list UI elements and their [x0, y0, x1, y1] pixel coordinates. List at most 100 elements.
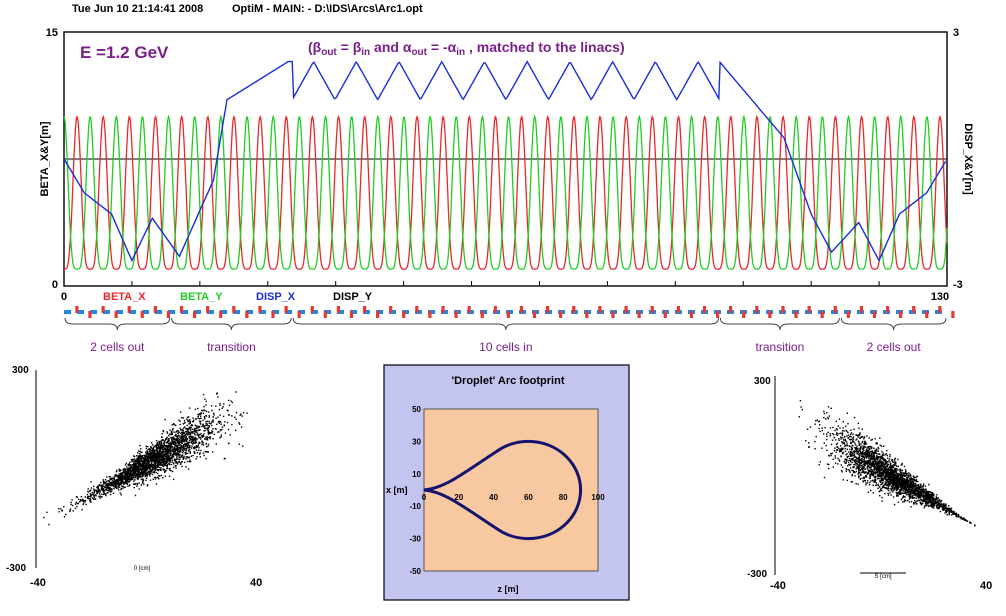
right-particle: [916, 485, 917, 486]
left-particle: [162, 477, 163, 478]
left-particle: [171, 457, 172, 458]
lattice-quad: [585, 311, 588, 318]
left-particle: [178, 455, 179, 456]
left-particle: [185, 458, 186, 459]
left-particle: [189, 428, 190, 429]
right-particle: [878, 488, 879, 489]
left-particle: [190, 432, 191, 433]
left-particle: [186, 445, 187, 446]
left-particle: [155, 464, 156, 465]
left-particle: [159, 451, 160, 452]
right-particle: [819, 431, 820, 432]
left-particle: [224, 421, 225, 422]
left-particle: [160, 470, 161, 471]
left-particle: [157, 466, 158, 467]
right-particle: [891, 477, 892, 478]
lattice-quad: [781, 306, 784, 313]
left-particle: [155, 456, 156, 457]
left-particle: [149, 454, 150, 455]
left-particle: [124, 486, 125, 487]
left-particle: [94, 497, 95, 498]
left-particle: [200, 438, 201, 439]
left-particle: [108, 490, 109, 491]
left-particle: [154, 452, 155, 453]
left-particle: [149, 458, 150, 459]
right-particle: [854, 452, 855, 453]
right-particle: [862, 466, 863, 467]
left-particle: [176, 456, 177, 457]
right-particle: [862, 429, 863, 430]
left-particle: [141, 484, 142, 485]
left-particle: [199, 452, 200, 453]
right-particle: [861, 436, 862, 437]
left-particle: [99, 498, 100, 499]
right-particle: [847, 413, 848, 414]
left-particle: [130, 466, 131, 467]
left-particle: [195, 429, 196, 430]
right-particle: [893, 466, 894, 467]
left-particle: [203, 433, 204, 434]
lattice-quad: [88, 311, 91, 318]
right-particle: [858, 442, 859, 443]
left-particle: [193, 421, 194, 422]
right-particle: [953, 513, 954, 514]
left-particle: [138, 459, 139, 460]
right-particle: [844, 461, 845, 462]
left-particle: [77, 497, 78, 498]
right-particle: [917, 476, 918, 477]
lattice-quad: [402, 311, 405, 318]
right-particle: [838, 438, 839, 439]
left-particle: [157, 455, 158, 456]
left-particle: [159, 442, 160, 443]
right-particle: [883, 463, 884, 464]
right-particle: [842, 427, 843, 428]
left-particle: [127, 470, 128, 471]
right-particle: [848, 456, 849, 457]
left-particle: [194, 452, 195, 453]
left-particle: [216, 443, 217, 444]
right-particle: [970, 522, 971, 523]
lattice-quad: [271, 311, 274, 318]
left-particle: [155, 453, 156, 454]
right-particle: [845, 448, 846, 449]
left-particle: [103, 479, 104, 480]
left-particle: [182, 446, 183, 447]
left-particle: [139, 456, 140, 457]
left-particle: [140, 466, 141, 467]
left-phase-particles: [43, 391, 248, 525]
left-particle: [115, 486, 116, 487]
left-particle: [103, 494, 104, 495]
lattice-quad: [598, 306, 601, 313]
right-particle: [883, 446, 884, 447]
left-particle: [214, 414, 215, 415]
left-particle: [236, 412, 237, 413]
right-particle: [882, 487, 883, 488]
left-particle: [203, 406, 204, 407]
right-particle: [888, 488, 889, 489]
lattice-quad: [546, 306, 549, 313]
left-particle: [176, 454, 177, 455]
left-particle: [208, 431, 209, 432]
left-particle: [70, 502, 71, 503]
right-particle: [914, 500, 915, 501]
right-particle: [900, 474, 901, 475]
left-particle: [103, 481, 104, 482]
left-particle: [182, 452, 183, 453]
left-phase-y-top: 300: [12, 365, 29, 376]
left-particle: [147, 472, 148, 473]
right-particle: [859, 462, 860, 463]
left-particle: [126, 463, 127, 464]
right-particle: [903, 490, 904, 491]
left-particle: [203, 394, 204, 395]
right-particle: [866, 435, 867, 436]
right-particle: [856, 445, 857, 446]
right-particle: [888, 460, 889, 461]
left-particle: [140, 474, 141, 475]
right-particle: [856, 453, 857, 454]
right-particle: [851, 447, 852, 448]
right-particle: [923, 497, 924, 498]
left-particle: [189, 436, 190, 437]
left-particle: [127, 484, 128, 485]
left-particle: [90, 498, 91, 499]
app-title: OptiM - MAIN: - D:\IDS\Arcs\Arc1.opt: [232, 3, 423, 15]
